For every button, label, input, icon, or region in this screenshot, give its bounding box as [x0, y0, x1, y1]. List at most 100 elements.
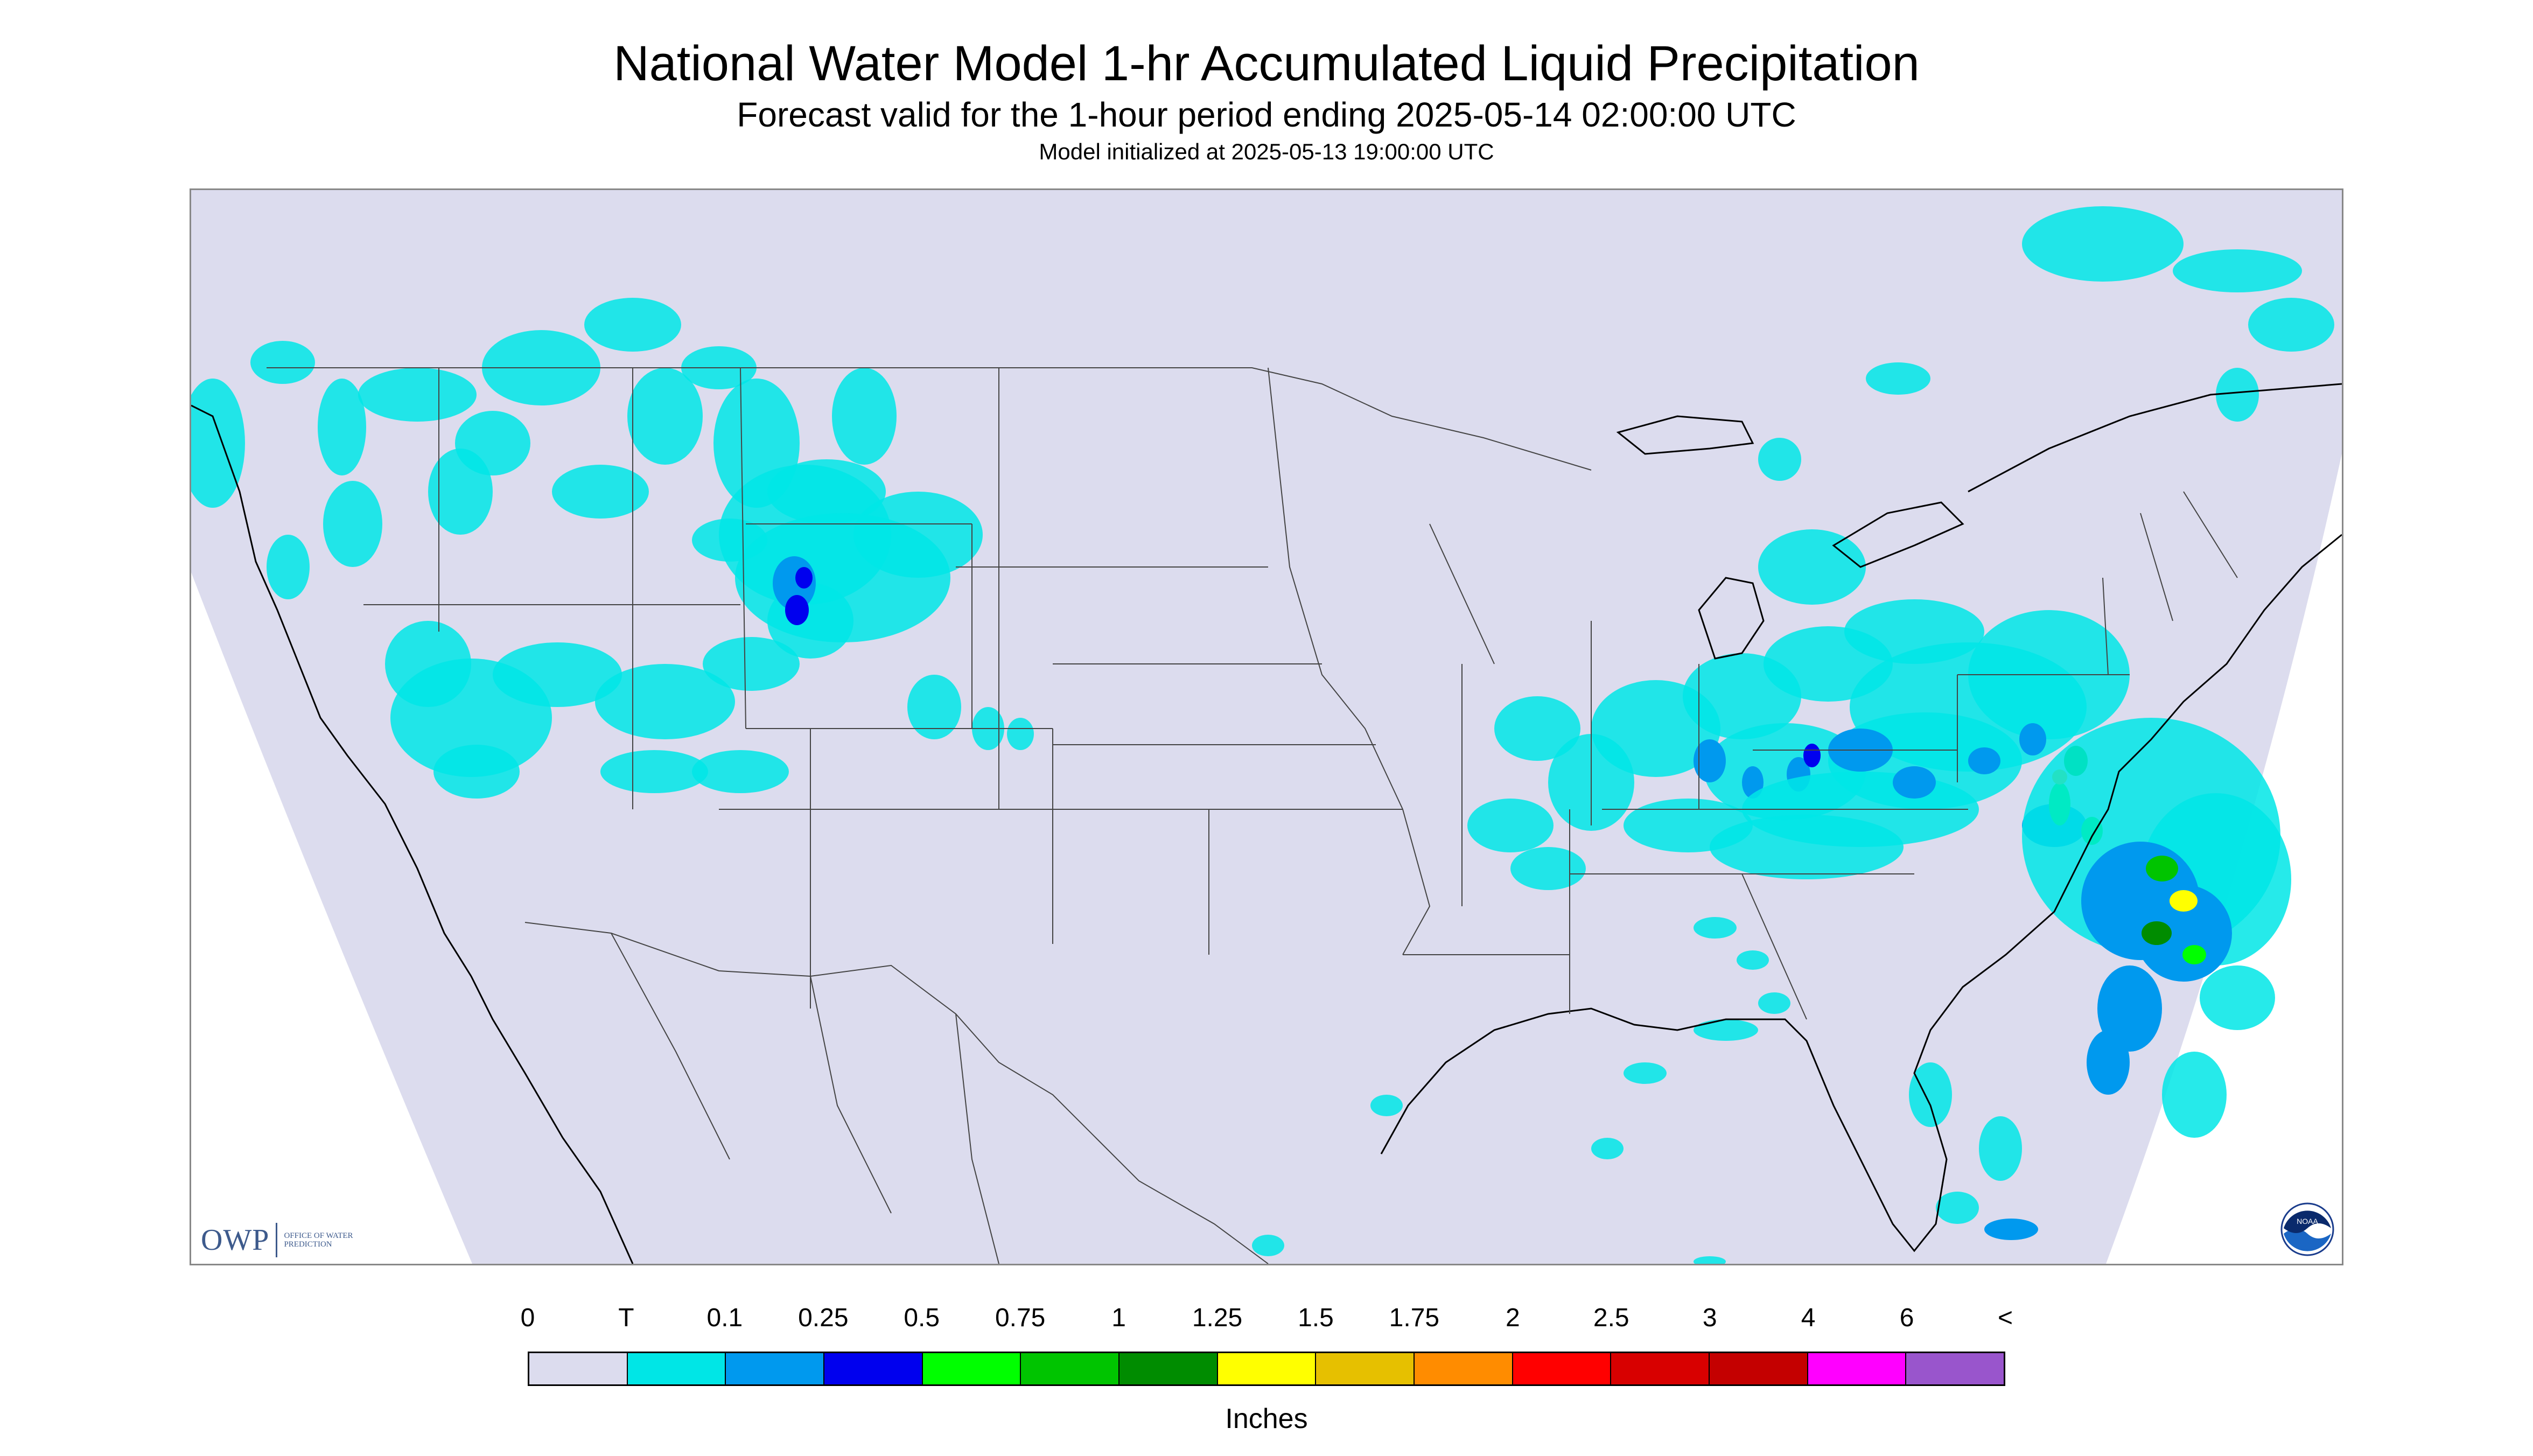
precipitation-cell — [1984, 1219, 2038, 1240]
boundary-line — [1268, 367, 1403, 810]
legend-tick-label: < — [1997, 1304, 2013, 1332]
legend-tick-label: 0.75 — [995, 1304, 1046, 1332]
boundary-line — [2140, 513, 2173, 621]
precipitation-color-scale — [528, 1352, 2005, 1386]
boundary-line — [524, 922, 1269, 1264]
legend-tick-label: 4 — [1801, 1304, 1816, 1332]
precipitation-cell — [2248, 298, 2334, 352]
precipitation-cell — [1694, 917, 1737, 939]
precipitation-cell — [323, 481, 382, 567]
precipitation-cell — [1866, 362, 1930, 395]
noaa-logo: NOAA — [2280, 1202, 2334, 1256]
boundary-line — [810, 976, 892, 1214]
coastline — [1968, 383, 2342, 493]
precipitation-layer — [191, 206, 2334, 1264]
coastline — [1380, 534, 2342, 1252]
legend-tick-label: 1 — [1111, 1304, 1126, 1332]
legend-tick-label: 2.5 — [1593, 1304, 1629, 1332]
precipitation-cell — [1909, 1062, 1952, 1127]
legend-swatch — [1906, 1353, 2004, 1384]
legend-swatch — [1217, 1353, 1317, 1384]
boundary-line — [1741, 873, 1807, 1020]
precipitation-cell — [1694, 739, 1726, 782]
precipitation-cell — [2022, 206, 2184, 282]
legend-swatch — [824, 1353, 923, 1384]
legend-units-label: Inches — [1225, 1403, 1308, 1434]
noaa-logo-text: NOAA — [2297, 1217, 2318, 1226]
legend-swatch — [726, 1353, 825, 1384]
legend-tick-label: 0.1 — [706, 1304, 743, 1332]
precipitation-cell — [2170, 890, 2198, 912]
precipitation-cell — [1979, 1116, 2022, 1181]
precipitation-cell — [1758, 438, 1801, 481]
legend-swatch — [922, 1353, 1021, 1384]
legend-tick-label: T — [618, 1304, 634, 1332]
model-init-caption: Model initialized at 2025-05-13 19:00:00… — [1039, 139, 1494, 164]
coastline — [1698, 577, 1765, 660]
precipitation-cell — [1510, 847, 1586, 890]
precipitation-cell — [385, 621, 471, 707]
boundary-line — [267, 367, 1592, 471]
precipitation-cell — [2019, 723, 2046, 755]
precipitation-cell — [1968, 747, 2000, 774]
boundary-line — [1402, 809, 1431, 955]
legend-swatch — [1415, 1353, 1513, 1384]
precipitation-cell — [2200, 965, 2275, 1030]
precipitation-cell — [1710, 815, 1904, 879]
legend-swatch — [627, 1353, 726, 1384]
precipitation-cell — [1591, 1138, 1624, 1159]
precipitation-cell — [2097, 965, 2162, 1052]
precipitation-cell — [1758, 992, 1790, 1014]
legend-tick-label: 1.5 — [1298, 1304, 1334, 1332]
precipitation-cell — [1694, 1256, 1726, 1264]
precipitation-cell — [703, 637, 800, 691]
boundary-layer — [191, 367, 2342, 1264]
owp-logo-divider — [276, 1223, 278, 1257]
precipitation-cell — [1370, 1095, 1403, 1116]
precipitation-cell — [493, 642, 622, 707]
precipitation-cell — [2162, 1052, 2227, 1138]
precipitation-cell — [267, 535, 310, 599]
legend-swatch — [1710, 1353, 1808, 1384]
legend-tick-label: 6 — [1899, 1304, 1914, 1332]
owp-logo-mark: OWP — [201, 1223, 270, 1257]
map-title: National Water Model 1-hr Accumulated Li… — [613, 36, 1920, 91]
legend-swatch — [1316, 1353, 1415, 1384]
precipitation-cell — [832, 368, 897, 465]
precipitation-cell — [2135, 885, 2232, 982]
precipitation-cell — [692, 750, 789, 793]
legend-swatch — [1513, 1353, 1612, 1384]
legend-tick-label: 1.75 — [1389, 1304, 1440, 1332]
precipitation-cell — [1467, 799, 1554, 852]
precipitation-cell — [1007, 718, 1034, 750]
precipitation-cell — [1737, 950, 1769, 970]
boundary-line — [1429, 523, 1495, 664]
conus-map-canvas — [191, 190, 2342, 1264]
boundary-line — [611, 933, 730, 1160]
legend-swatch — [1611, 1353, 1710, 1384]
precipitation-cell — [1252, 1235, 1284, 1256]
precipitation-cell — [2182, 945, 2206, 964]
legend-swatch — [529, 1353, 628, 1384]
boundary-line — [740, 367, 746, 729]
precipitation-cell — [433, 745, 520, 799]
legend-swatch — [1119, 1353, 1218, 1384]
coastline — [470, 976, 634, 1264]
boundary-line — [2183, 491, 2238, 578]
precipitation-cell — [1803, 744, 1821, 767]
precipitation-cell — [600, 750, 708, 793]
precipitation-cell — [595, 664, 735, 739]
legend-tick-label: 2 — [1505, 1304, 1520, 1332]
legend-tick-label: 0 — [520, 1304, 535, 1332]
precipitation-cell — [1494, 696, 1580, 761]
precipitation-map: OWP OFFICE OF WATER PREDICTION NOAA — [190, 188, 2343, 1265]
coastline — [1616, 415, 1754, 455]
precipitation-cell — [795, 567, 813, 589]
precipitation-cell — [552, 465, 649, 519]
coastline — [1832, 501, 1964, 568]
precipitation-cell — [2216, 368, 2259, 422]
owp-logo: OWP OFFICE OF WATER PREDICTION — [201, 1223, 365, 1257]
coastline — [191, 404, 472, 977]
precipitation-cell — [358, 368, 477, 422]
precipitation-cell — [318, 379, 366, 475]
